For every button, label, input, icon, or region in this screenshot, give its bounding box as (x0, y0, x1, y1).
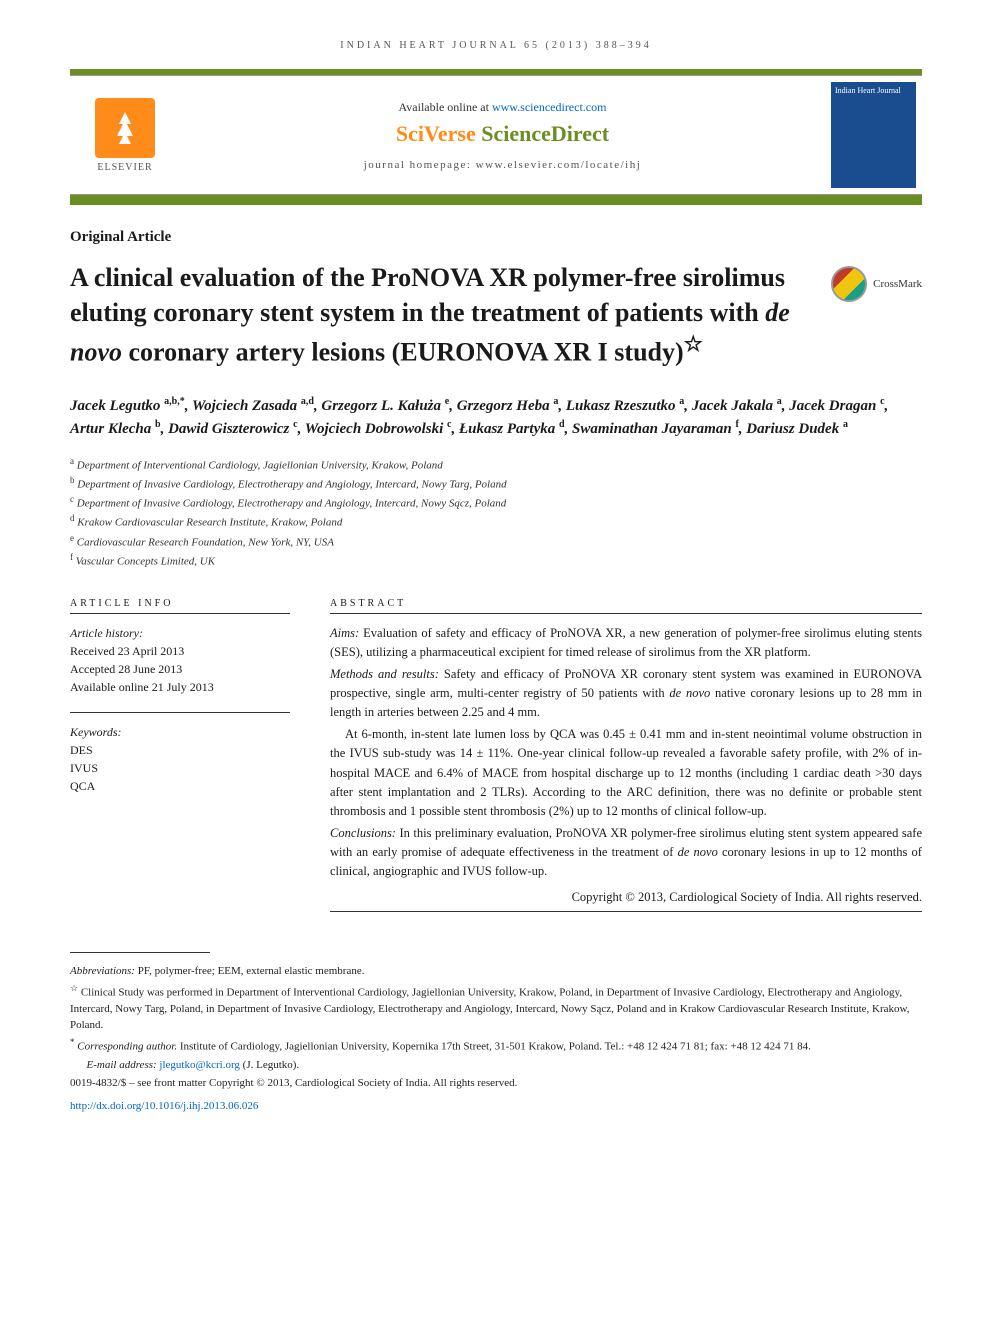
conclusions-label: Conclusions: (330, 826, 396, 840)
crossmark-icon (831, 266, 867, 302)
abbrev-label: Abbreviations: (70, 965, 135, 977)
sciverse-brand: SciVerse ScienceDirect (180, 121, 825, 147)
study-sup: ☆ (70, 983, 78, 993)
history-line: Available online 21 July 2013 (70, 678, 290, 696)
article-info-header: ARTICLE INFO (70, 598, 290, 614)
title-footnote-star: ☆ (684, 332, 703, 356)
abstract-body: Aims: Evaluation of safety and efficacy … (330, 624, 922, 907)
affiliation: d Krakow Cardiovascular Research Institu… (70, 512, 922, 531)
abstract-results: At 6-month, in-stent late lumen loss by … (330, 725, 922, 822)
elsevier-logo: ELSEVIER (70, 76, 180, 194)
aims-label: Aims: (330, 626, 359, 640)
available-prefix: Available online at (399, 100, 492, 114)
abstract-copyright: Copyright © 2013, Cardiological Society … (330, 888, 922, 907)
conclusions-italic: de novo (678, 845, 718, 859)
doi-link[interactable]: http://dx.doi.org/10.1016/j.ihj.2013.06.… (70, 1100, 258, 1112)
sciencedirect-text: ScienceDirect (481, 121, 609, 146)
email-link[interactable]: jlegutko@kcri.org (159, 1059, 240, 1071)
affiliation: a Department of Interventional Cardiolog… (70, 455, 922, 474)
history-line: Accepted 28 June 2013 (70, 660, 290, 678)
title-pre: A clinical evaluation of the ProNOVA XR … (70, 263, 785, 327)
abbrev-text: PF, polymer-free; EEM, external elastic … (135, 965, 365, 977)
fn-study-note: ☆ Clinical Study was performed in Depart… (70, 982, 922, 1034)
footnotes-rule (70, 952, 210, 953)
affiliation: e Cardiovascular Research Foundation, Ne… (70, 532, 922, 551)
methods-label: Methods and results: (330, 667, 439, 681)
running-head: INDIAN HEART JOURNAL 65 (2013) 388–394 (70, 40, 922, 51)
history-label: Article history: (70, 624, 290, 642)
affiliation: f Vascular Concepts Limited, UK (70, 551, 922, 570)
elsevier-tree-icon (95, 98, 155, 158)
email-who: (J. Legutko). (240, 1059, 299, 1071)
corr-label: Corresponding author. (75, 1040, 178, 1052)
title-post: coronary artery lesions (EURONOVA XR I s… (122, 338, 684, 367)
email-label: E-mail address: (87, 1059, 160, 1071)
sciencedirect-link[interactable]: www.sciencedirect.com (492, 100, 607, 114)
affiliation: b Department of Invasive Cardiology, Ele… (70, 474, 922, 493)
methods-italic: de novo (669, 686, 710, 700)
journal-header: ELSEVIER Available online at www.science… (70, 75, 922, 195)
cover-title: Indian Heart Journal (831, 82, 916, 99)
article-info: ARTICLE INFO Article history: Received 2… (70, 598, 290, 922)
sciverse-text: SciVerse (396, 121, 481, 146)
footnotes: Abbreviations: PF, polymer-free; EEM, ex… (70, 963, 922, 1114)
journal-cover: Indian Heart Journal (831, 82, 916, 188)
article-title: A clinical evaluation of the ProNOVA XR … (70, 260, 811, 370)
keywords-label: Keywords: (70, 723, 290, 741)
abstract: ABSTRACT Aims: Evaluation of safety and … (330, 598, 922, 922)
crossmark-badge[interactable]: CrossMark (831, 266, 922, 302)
abstract-conclusions: Conclusions: In this preliminary evaluat… (330, 824, 922, 882)
abstract-aims: Aims: Evaluation of safety and efficacy … (330, 624, 922, 663)
fn-corresponding: * Corresponding author. Institute of Car… (70, 1036, 922, 1055)
study-text: Clinical Study was performed in Departme… (70, 986, 909, 1031)
fn-abbreviations: Abbreviations: PF, polymer-free; EEM, ex… (70, 963, 922, 980)
available-online: Available online at www.sciencedirect.co… (180, 100, 825, 115)
info-divider (70, 712, 290, 713)
article-type: Original Article (70, 229, 922, 246)
authors-list: Jacek Legutko a,b,*, Wojciech Zasada a,d… (70, 394, 922, 441)
keyword: DES (70, 741, 290, 759)
fn-doi: http://dx.doi.org/10.1016/j.ihj.2013.06.… (70, 1098, 922, 1115)
history-line: Received 23 April 2013 (70, 642, 290, 660)
header-center: Available online at www.sciencedirect.co… (180, 76, 825, 194)
keyword: IVUS (70, 759, 290, 777)
abstract-bottom-rule (330, 911, 922, 912)
affiliations: a Department of Interventional Cardiolog… (70, 455, 922, 570)
elsevier-wordmark: ELSEVIER (97, 162, 152, 173)
fn-email: E-mail address: jlegutko@kcri.org (J. Le… (70, 1057, 922, 1074)
crossmark-label: CrossMark (873, 278, 922, 290)
keyword: QCA (70, 777, 290, 795)
article-history: Article history: Received 23 April 2013A… (70, 624, 290, 696)
keywords-block: Keywords: DESIVUSQCA (70, 723, 290, 795)
affiliation: c Department of Invasive Cardiology, Ele… (70, 493, 922, 512)
aims-text: Evaluation of safety and efficacy of Pro… (330, 626, 922, 659)
mid-accent-bar (70, 195, 922, 205)
corr-text: Institute of Cardiology, Jagiellonian Un… (177, 1040, 811, 1052)
abstract-methods: Methods and results: Safety and efficacy… (330, 665, 922, 723)
journal-homepage: journal homepage: www.elsevier.com/locat… (180, 159, 825, 171)
abstract-header: ABSTRACT (330, 598, 922, 614)
fn-issn: 0019-4832/$ – see front matter Copyright… (70, 1075, 922, 1092)
